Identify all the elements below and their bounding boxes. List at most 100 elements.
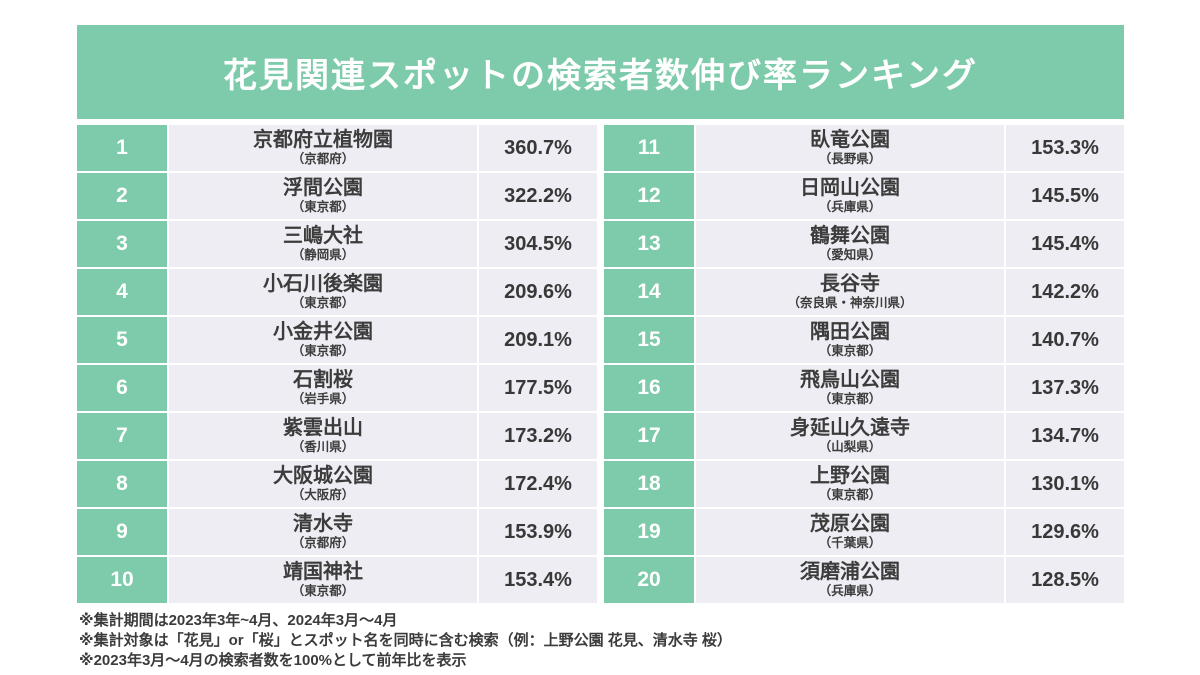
growth-value-cell: 145.5% — [1006, 173, 1124, 219]
spot-name: 靖国神社 — [283, 560, 363, 583]
ranking-row: 18 上野公園 （東京都） 130.1% — [604, 461, 1124, 507]
rank-cell: 4 — [77, 269, 167, 315]
ranking-row: 7 紫雲出山 （香川県） 173.2% — [77, 413, 597, 459]
spot-prefecture: （長野県） — [818, 151, 882, 166]
spot-name: 隅田公園 — [810, 320, 890, 343]
footnote-target: ※集計対象は「花見」or「桜」とスポット名を同時に含む検索（例：上野公園 花見、… — [79, 632, 732, 649]
spot-name: 紫雲出山 — [283, 416, 363, 439]
spot-cell: 三嶋大社 （静岡県） — [169, 221, 477, 267]
spot-name: 小石川後楽園 — [263, 272, 383, 295]
ranking-column-right: 11 臥竜公園 （長野県） 153.3% 12 日岡山公園 （兵庫県） 145.5% 13 鶴舞公… — [604, 125, 1124, 605]
ranking-row: 19 茂原公園 （千葉県） 129.6% — [604, 509, 1124, 555]
spot-prefecture: （京都府） — [291, 535, 355, 550]
spot-cell: 日岡山公園 （兵庫県） — [696, 173, 1004, 219]
rank-cell: 1 — [77, 125, 167, 171]
growth-value-cell: 209.6% — [479, 269, 597, 315]
spot-cell: 飛鳥山公園 （東京都） — [696, 365, 1004, 411]
rank-cell: 7 — [77, 413, 167, 459]
rank-cell: 17 — [604, 413, 694, 459]
spot-prefecture: （岩手県） — [291, 391, 355, 406]
ranking-row: 11 臥竜公園 （長野県） 153.3% — [604, 125, 1124, 171]
spot-cell: 隅田公園 （東京都） — [696, 317, 1004, 363]
rank-cell: 19 — [604, 509, 694, 555]
spot-name: 茂原公園 — [810, 512, 890, 535]
ranking-row: 6 石割桜 （岩手県） 177.5% — [77, 365, 597, 411]
spot-name: 大阪城公園 — [273, 464, 373, 487]
ranking-row: 2 浮間公園 （東京都） 322.2% — [77, 173, 597, 219]
ranking-row: 13 鶴舞公園 （愛知県） 145.4% — [604, 221, 1124, 267]
growth-value-cell: 322.2% — [479, 173, 597, 219]
rank-cell: 15 — [604, 317, 694, 363]
ranking-row: 1 京都府立植物園 （京都府） 360.7% — [77, 125, 597, 171]
growth-value-cell: 140.7% — [1006, 317, 1124, 363]
growth-value-cell: 177.5% — [479, 365, 597, 411]
spot-name: 石割桜 — [293, 368, 353, 391]
growth-value-cell: 145.4% — [1006, 221, 1124, 267]
growth-value-cell: 172.4% — [479, 461, 597, 507]
spot-prefecture: （東京都） — [818, 487, 882, 502]
spot-cell: 長谷寺 （奈良県・神奈川県） — [696, 269, 1004, 315]
ranking-row: 5 小金井公園 （東京都） 209.1% — [77, 317, 597, 363]
spot-cell: 身延山久遠寺 （山梨県） — [696, 413, 1004, 459]
rank-cell: 11 — [604, 125, 694, 171]
spot-prefecture: （兵庫県） — [818, 583, 882, 598]
spot-prefecture: （東京都） — [818, 391, 882, 406]
ranking-row: 9 清水寺 （京都府） 153.9% — [77, 509, 597, 555]
ranking-row: 10 靖国神社 （東京都） 153.4% — [77, 557, 597, 603]
ranking-column-left: 1 京都府立植物園 （京都府） 360.7% 2 浮間公園 （東京都） 322.2% 3 三嶋大社… — [77, 125, 597, 605]
rank-cell: 18 — [604, 461, 694, 507]
rank-cell: 6 — [77, 365, 167, 411]
spot-name: 三嶋大社 — [283, 224, 363, 247]
spot-prefecture: （千葉県） — [818, 535, 882, 550]
spot-cell: 紫雲出山 （香川県） — [169, 413, 477, 459]
spot-name: 清水寺 — [293, 512, 353, 535]
ranking-row: 3 三嶋大社 （静岡県） 304.5% — [77, 221, 597, 267]
rank-cell: 20 — [604, 557, 694, 603]
spot-name: 浮間公園 — [283, 176, 363, 199]
spot-cell: 大阪城公園 （大阪府） — [169, 461, 477, 507]
rank-cell: 16 — [604, 365, 694, 411]
ranking-row: 14 長谷寺 （奈良県・神奈川県） 142.2% — [604, 269, 1124, 315]
spot-cell: 臥竜公園 （長野県） — [696, 125, 1004, 171]
spot-cell: 鶴舞公園 （愛知県） — [696, 221, 1004, 267]
ranking-row: 20 須磨浦公園 （兵庫県） 128.5% — [604, 557, 1124, 603]
spot-cell: 上野公園 （東京都） — [696, 461, 1004, 507]
spot-prefecture: （山梨県） — [818, 439, 882, 454]
growth-value-cell: 360.7% — [479, 125, 597, 171]
spot-prefecture: （奈良県・神奈川県） — [787, 295, 913, 310]
spot-prefecture: （東京都） — [291, 199, 355, 214]
spot-cell: 小石川後楽園 （東京都） — [169, 269, 477, 315]
spot-cell: 靖国神社 （東京都） — [169, 557, 477, 603]
growth-value-cell: 130.1% — [1006, 461, 1124, 507]
rank-cell: 9 — [77, 509, 167, 555]
spot-cell: 石割桜 （岩手県） — [169, 365, 477, 411]
footnote-baseline: ※2023年3月〜4月の検索者数を100%として前年比を表示 — [79, 652, 467, 669]
rank-cell: 8 — [77, 461, 167, 507]
spot-prefecture: （東京都） — [291, 343, 355, 358]
growth-value-cell: 209.1% — [479, 317, 597, 363]
spot-prefecture: （愛知県） — [818, 247, 882, 262]
spot-cell: 京都府立植物園 （京都府） — [169, 125, 477, 171]
ranking-row: 16 飛鳥山公園 （東京都） 137.3% — [604, 365, 1124, 411]
spot-prefecture: （兵庫県） — [818, 199, 882, 214]
spot-name: 身延山久遠寺 — [790, 416, 910, 439]
spot-prefecture: （大阪府） — [291, 487, 355, 502]
rank-cell: 5 — [77, 317, 167, 363]
ranking-row: 15 隅田公園 （東京都） 140.7% — [604, 317, 1124, 363]
spot-name: 京都府立植物園 — [253, 128, 393, 151]
footnote-period: ※集計期間は2023年3年~4月、2024年3月〜4月 — [79, 612, 398, 629]
growth-value-cell: 304.5% — [479, 221, 597, 267]
spot-prefecture: （東京都） — [291, 583, 355, 598]
rank-cell: 2 — [77, 173, 167, 219]
spot-name: 須磨浦公園 — [800, 560, 900, 583]
footnotes: ※集計期間は2023年3年~4月、2024年3月〜4月 ※集計対象は「花見」or… — [79, 611, 732, 671]
spot-prefecture: （京都府） — [291, 151, 355, 166]
ranking-row: 17 身延山久遠寺 （山梨県） 134.7% — [604, 413, 1124, 459]
spot-cell: 清水寺 （京都府） — [169, 509, 477, 555]
rank-cell: 14 — [604, 269, 694, 315]
spot-prefecture: （東京都） — [818, 343, 882, 358]
spot-cell: 小金井公園 （東京都） — [169, 317, 477, 363]
rank-cell: 13 — [604, 221, 694, 267]
spot-name: 長谷寺 — [820, 272, 880, 295]
